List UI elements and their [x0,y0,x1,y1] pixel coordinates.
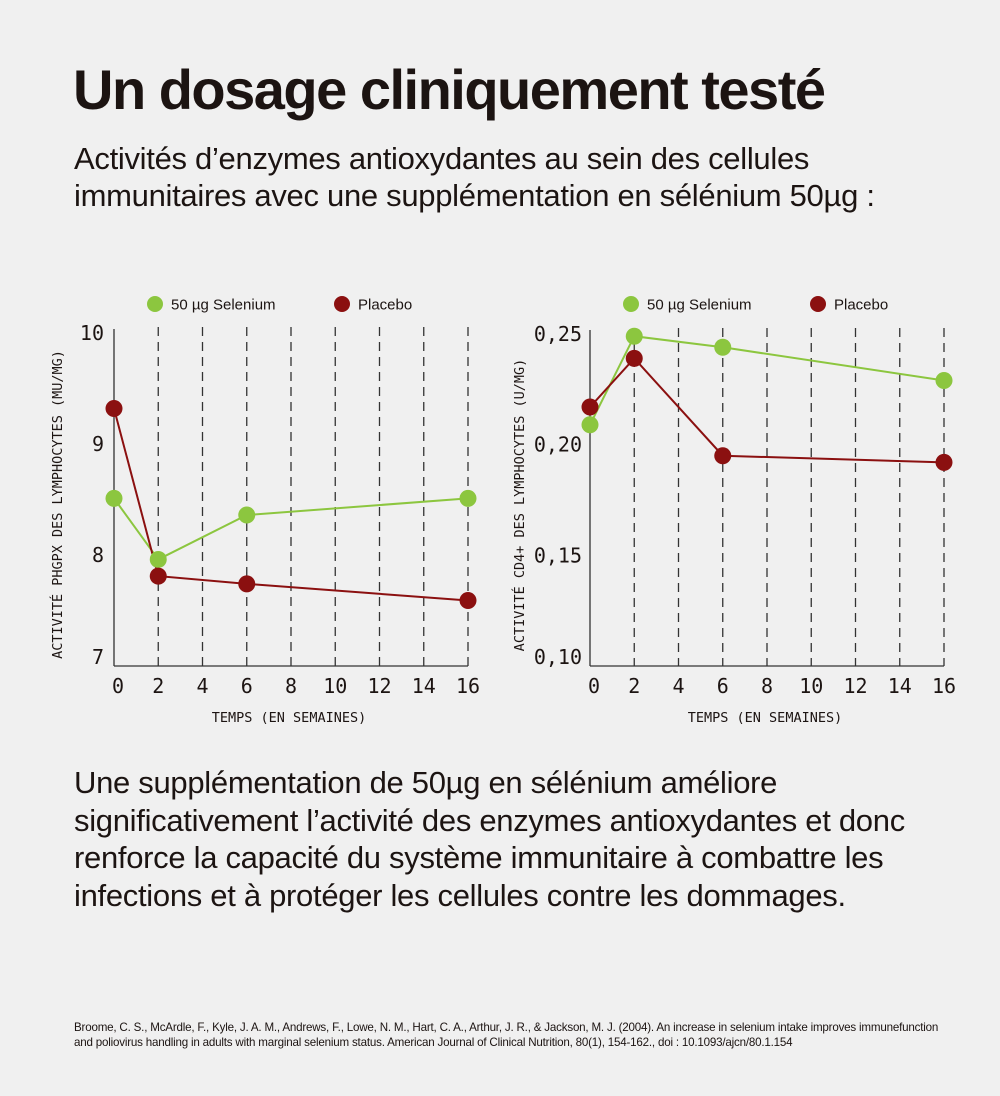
data-point-placebo [714,447,732,465]
y-tick-label: 7 [92,645,104,669]
page-title: Un dosage cliniquement testé [73,58,826,121]
x-axis-label: TEMPS (EN SEMAINES) [688,710,842,726]
series-line-placebo [589,356,945,464]
page-subtitle: Activités d’enzymes antioxydantes au sei… [74,141,875,213]
legend-label-selenium: 50 µg Selenium [647,297,752,314]
legend-label-placebo: Placebo [358,297,412,314]
data-point-selenium [714,338,732,356]
x-tick-label: 16 [932,674,956,698]
series-line-placebo [113,408,469,602]
y-tick-label: 0,15 [534,543,582,567]
x-tick-label: 12 [367,674,391,698]
y-tick-label: 10 [80,321,104,345]
x-tick-label: 12 [843,674,867,698]
series-line-selenium [589,335,945,426]
summary-text: Une supplémentation de 50µg en sélénium … [74,765,905,913]
x-tick-label: 6 [241,674,253,698]
legend-marker-selenium [147,296,163,312]
y-tick-label: 0,10 [534,645,582,669]
data-point-selenium [238,506,256,524]
data-point-placebo [105,399,123,417]
chart-1: 0 2 4 6 8 10 12 14 16 7 8 9 10 TEMPS (EN SEMAINES) ACT… [49,296,480,726]
x-axis-label: TEMPS (EN SEMAINES) [212,710,366,726]
data-point-selenium [149,550,167,568]
x-tick-label: 4 [196,674,208,698]
x-tick-label: 0 [588,674,600,698]
legend-marker-selenium [623,296,639,312]
y-tick-label: 0,25 [534,322,582,346]
data-point-selenium [625,327,643,345]
x-tick-label: 16 [456,674,480,698]
x-tick-label: 2 [628,674,640,698]
x-tick-label: 10 [799,674,823,698]
x-tick-label: 2 [152,674,164,698]
data-point-placebo [238,575,256,593]
y-axis-label: ACTIVITÉ CD4+ DES LYMPHOCYTES (U/MG) [511,359,528,652]
data-point-selenium [105,489,123,507]
data-point-placebo [459,592,477,610]
legend-label-placebo: Placebo [834,297,888,314]
data-point-selenium [581,416,599,434]
x-tick-label: 10 [323,674,347,698]
y-tick-label: 0,20 [534,433,582,457]
x-tick-label: 14 [412,674,436,698]
data-point-placebo [581,398,599,416]
x-tick-label: 6 [717,674,729,698]
data-point-placebo [625,349,643,367]
x-tick-label: 14 [888,674,912,698]
y-axis-label: ACTIVITÉ PHGPX DES LYMPHOCYTES (MU/MG) [49,350,66,659]
legend-marker-placebo [334,296,350,312]
data-point-placebo [935,453,953,471]
data-point-placebo [149,567,167,585]
legend-label-selenium: 50 µg Selenium [171,297,276,314]
x-tick-label: 8 [761,674,773,698]
series-line-selenium [113,497,469,561]
x-tick-label: 0 [112,674,124,698]
y-tick-label: 8 [92,543,104,567]
y-tick-label: 9 [92,432,104,456]
chart-2: 0 2 4 6 8 10 12 14 16 0,10 0,15 0,20 0,25 TEMPS (EN S… [511,296,956,726]
citation-text: Broome, C. S., McArdle, F., Kyle, J. A. … [74,1021,939,1049]
legend-marker-placebo [810,296,826,312]
data-point-selenium [935,371,953,389]
x-tick-label: 4 [672,674,684,698]
data-point-selenium [459,489,477,507]
x-tick-label: 8 [285,674,297,698]
